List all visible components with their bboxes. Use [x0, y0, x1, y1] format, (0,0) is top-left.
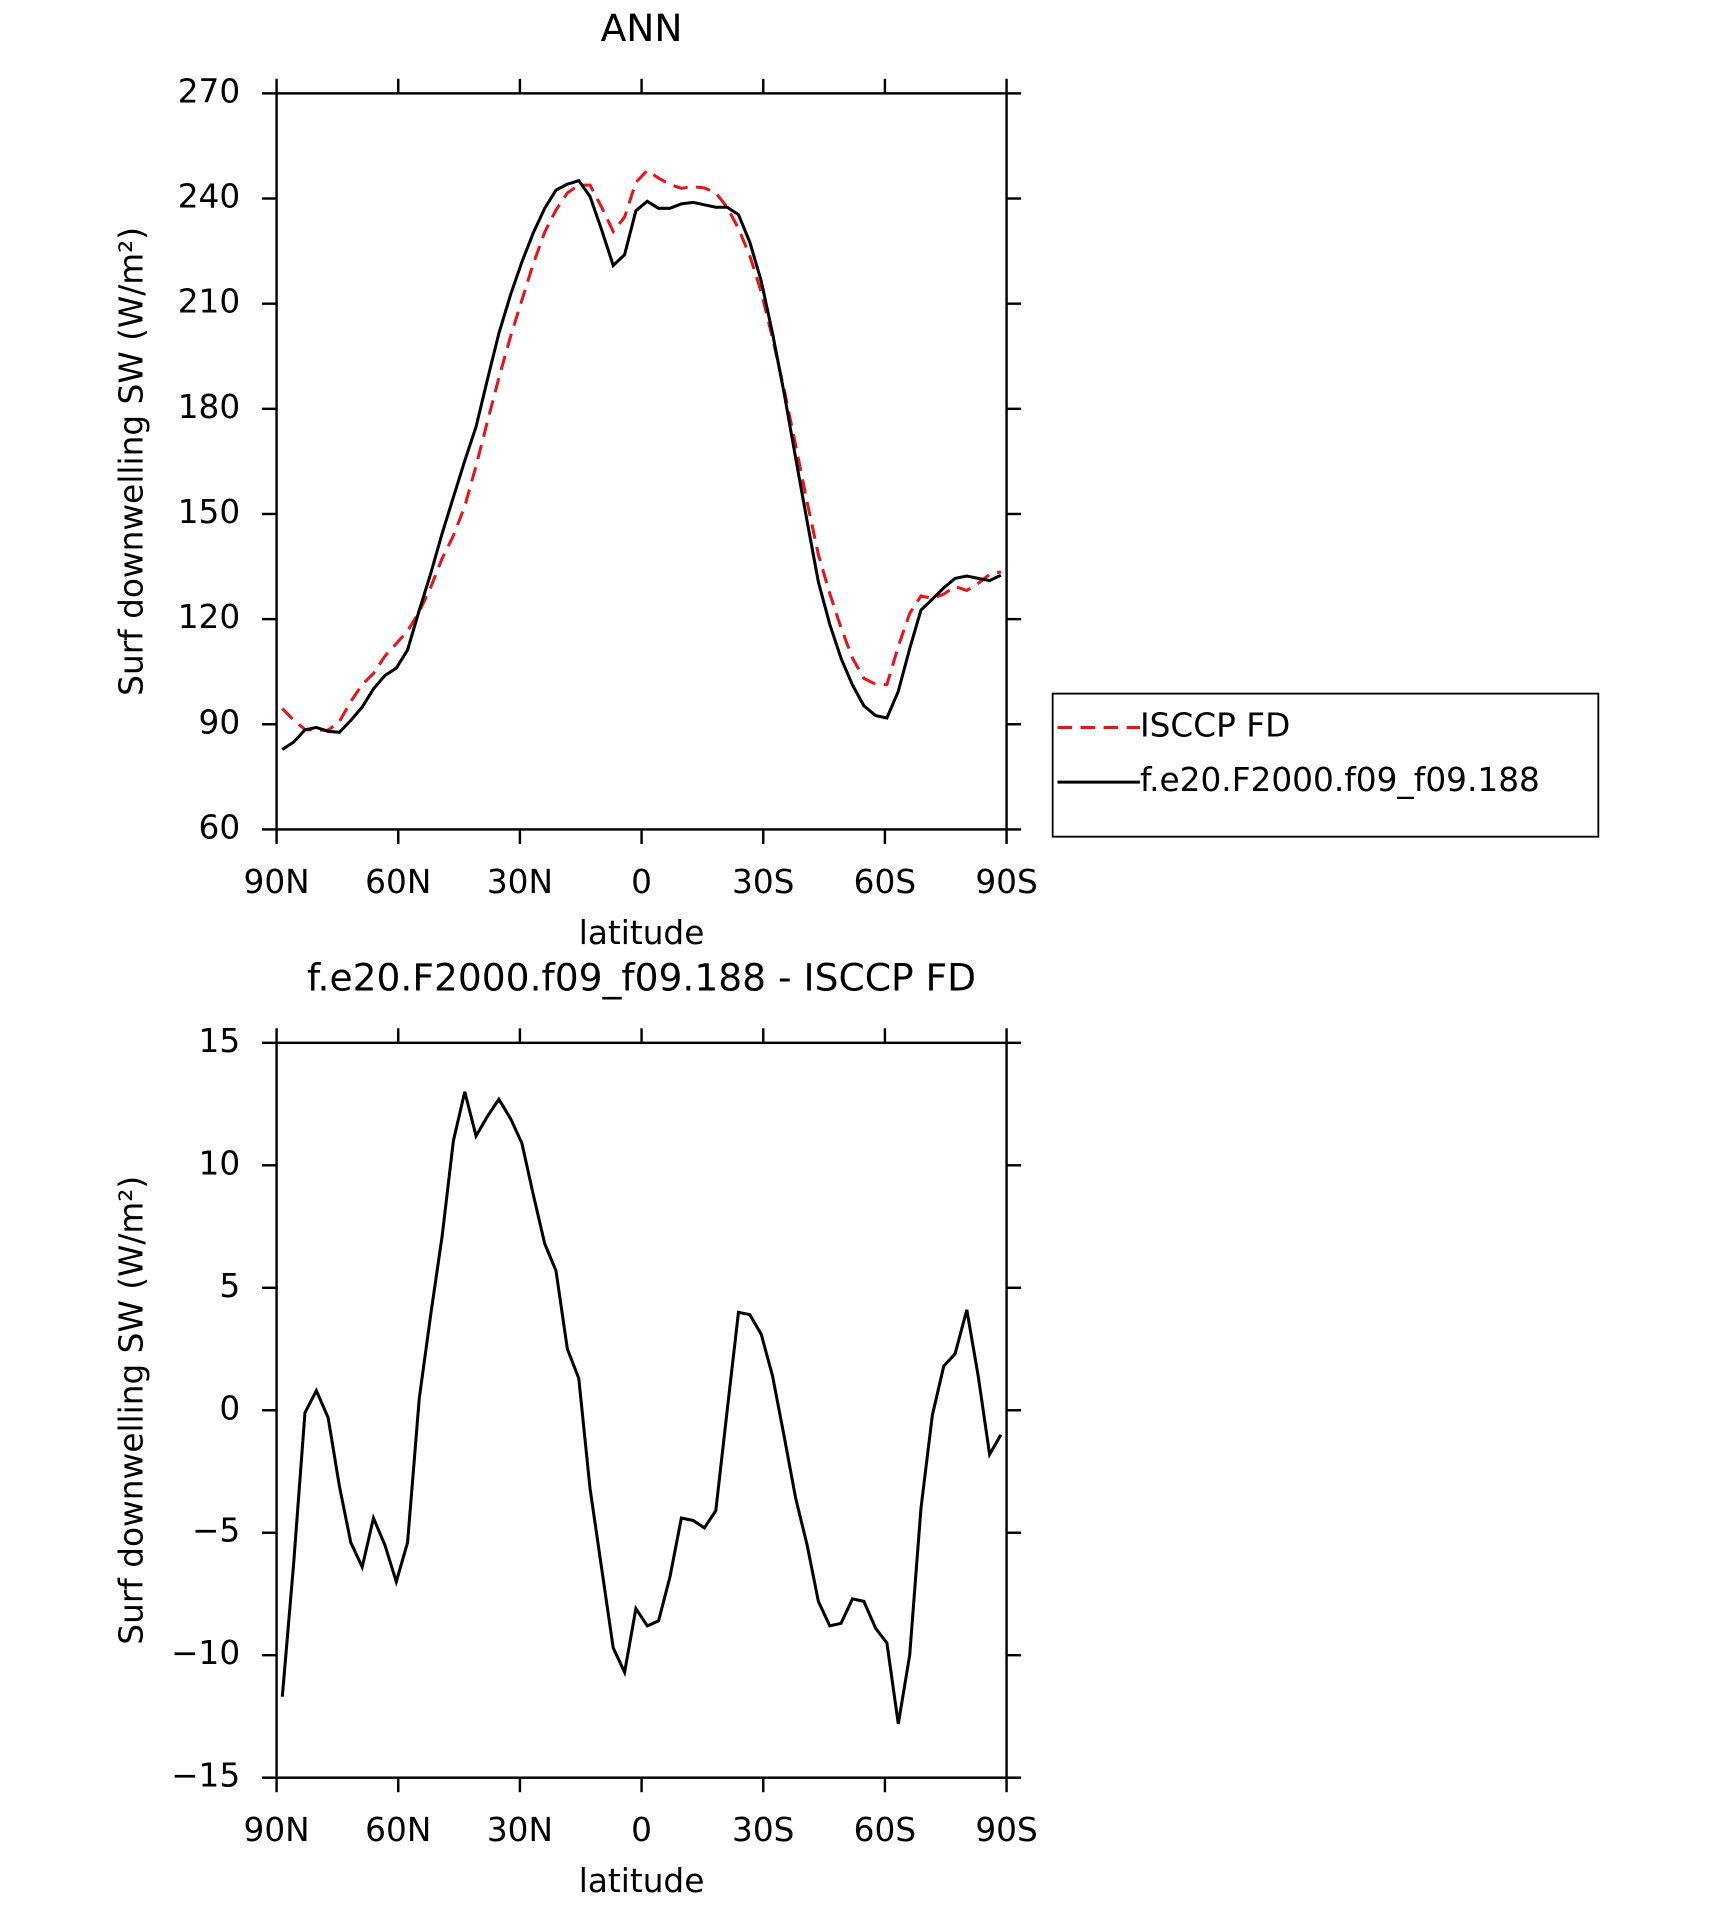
y-tick-label: 150: [178, 493, 240, 531]
data-line: [281, 168, 1002, 732]
y-tick-label: −5: [192, 1512, 240, 1550]
legend-label: f.e20.F2000.f09_f09.188: [1140, 761, 1540, 799]
y-tick-label: 210: [178, 283, 240, 321]
y-tick-label: 5: [219, 1267, 240, 1305]
y-tick-label: −15: [171, 1757, 240, 1795]
y-axis-label: Surf downwelling SW (W/m²): [113, 227, 151, 696]
plot-frame: [275, 1041, 1008, 1779]
x-tick-label: 90S: [975, 1811, 1037, 1849]
y-tick-label: 10: [199, 1144, 241, 1182]
x-tick-label: 90N: [244, 1811, 310, 1849]
x-tick-label: 0: [631, 863, 652, 901]
x-tick-label: 60N: [365, 863, 431, 901]
y-axis-label: Surf downwelling SW (W/m²): [113, 1176, 151, 1645]
y-tick-label: 240: [178, 178, 240, 216]
x-axis-label: latitude: [579, 1862, 705, 1900]
y-tick-label: 0: [219, 1389, 240, 1427]
y-tick-label: 180: [178, 388, 240, 426]
x-tick-label: 60S: [854, 863, 916, 901]
x-tick-label: 60S: [854, 1811, 916, 1849]
chart-title: f.e20.F2000.f09_f09.188 - ISCCP FD: [307, 955, 976, 999]
x-tick-label: 90S: [975, 863, 1037, 901]
y-tick-label: 90: [199, 703, 241, 741]
y-tick-label: 15: [199, 1022, 241, 1060]
y-tick-label: −10: [171, 1634, 240, 1672]
y-tick-label: 120: [178, 598, 240, 636]
legend-label: ISCCP FD: [1140, 707, 1290, 745]
data-line: [281, 178, 1002, 751]
x-tick-label: 30S: [732, 863, 794, 901]
x-tick-label: 60N: [365, 1811, 431, 1849]
data-line: [280, 1091, 1003, 1725]
legend-box: [1051, 692, 1600, 838]
y-tick-label: 60: [199, 808, 241, 846]
x-tick-label: 30N: [487, 863, 553, 901]
plot-frame: [275, 92, 1008, 831]
x-tick-label: 0: [631, 1811, 652, 1849]
x-axis-label: latitude: [579, 914, 705, 952]
x-tick-label: 30S: [732, 1811, 794, 1849]
x-tick-label: 30N: [487, 1811, 553, 1849]
chart-title: ANN: [601, 6, 683, 50]
x-tick-label: 90N: [244, 863, 310, 901]
y-tick-label: 270: [178, 72, 240, 110]
